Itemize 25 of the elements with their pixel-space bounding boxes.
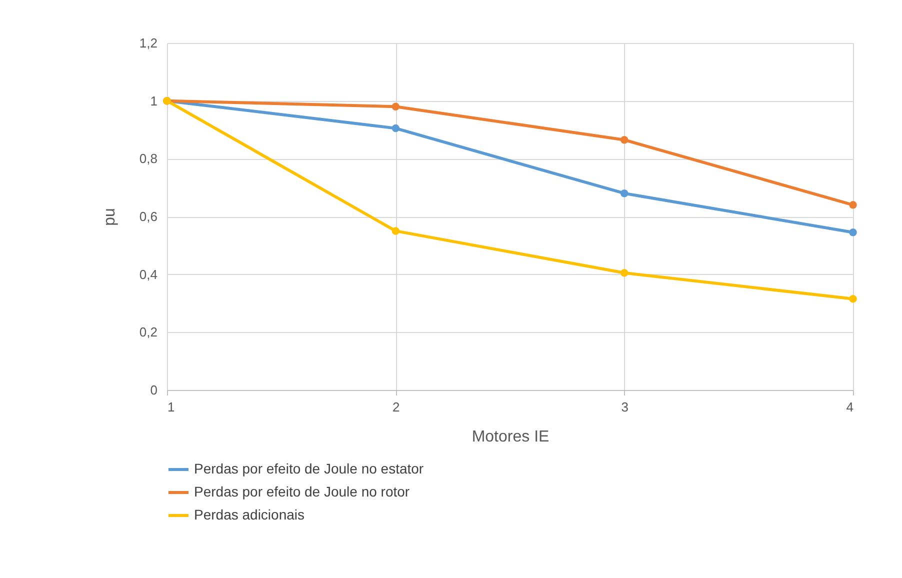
y-tick-label: 0,8 <box>139 151 158 166</box>
y-tick-label: 0,6 <box>139 209 158 224</box>
y-tick-label: 1,2 <box>139 36 158 50</box>
point <box>620 190 628 198</box>
y-tick-label: 1 <box>150 93 158 108</box>
point <box>620 136 628 144</box>
x-tick-label: 1 <box>168 400 175 414</box>
y-axis-title: pu <box>101 208 118 226</box>
legend-label: Perdas adicionais <box>194 506 305 522</box>
point <box>392 227 400 235</box>
point <box>392 102 400 110</box>
legend-label: Perdas por efeito de Joule no rotor <box>194 484 410 500</box>
x-axis-title: Motores IE <box>472 428 550 446</box>
point <box>620 269 628 277</box>
point <box>849 295 857 303</box>
y-tick-label: 0,4 <box>139 266 158 282</box>
legend-label: Perdas por efeito de Joule no estator <box>194 460 424 476</box>
x-tick-label: 2 <box>392 400 400 414</box>
x-tick-label: 3 <box>621 400 628 414</box>
y-tick-label: 0,2 <box>139 324 158 340</box>
y-tick-label: 0 <box>150 382 158 398</box>
point <box>849 201 857 209</box>
point <box>849 228 857 236</box>
x-tick-label: 4 <box>846 400 854 414</box>
point <box>392 124 400 132</box>
